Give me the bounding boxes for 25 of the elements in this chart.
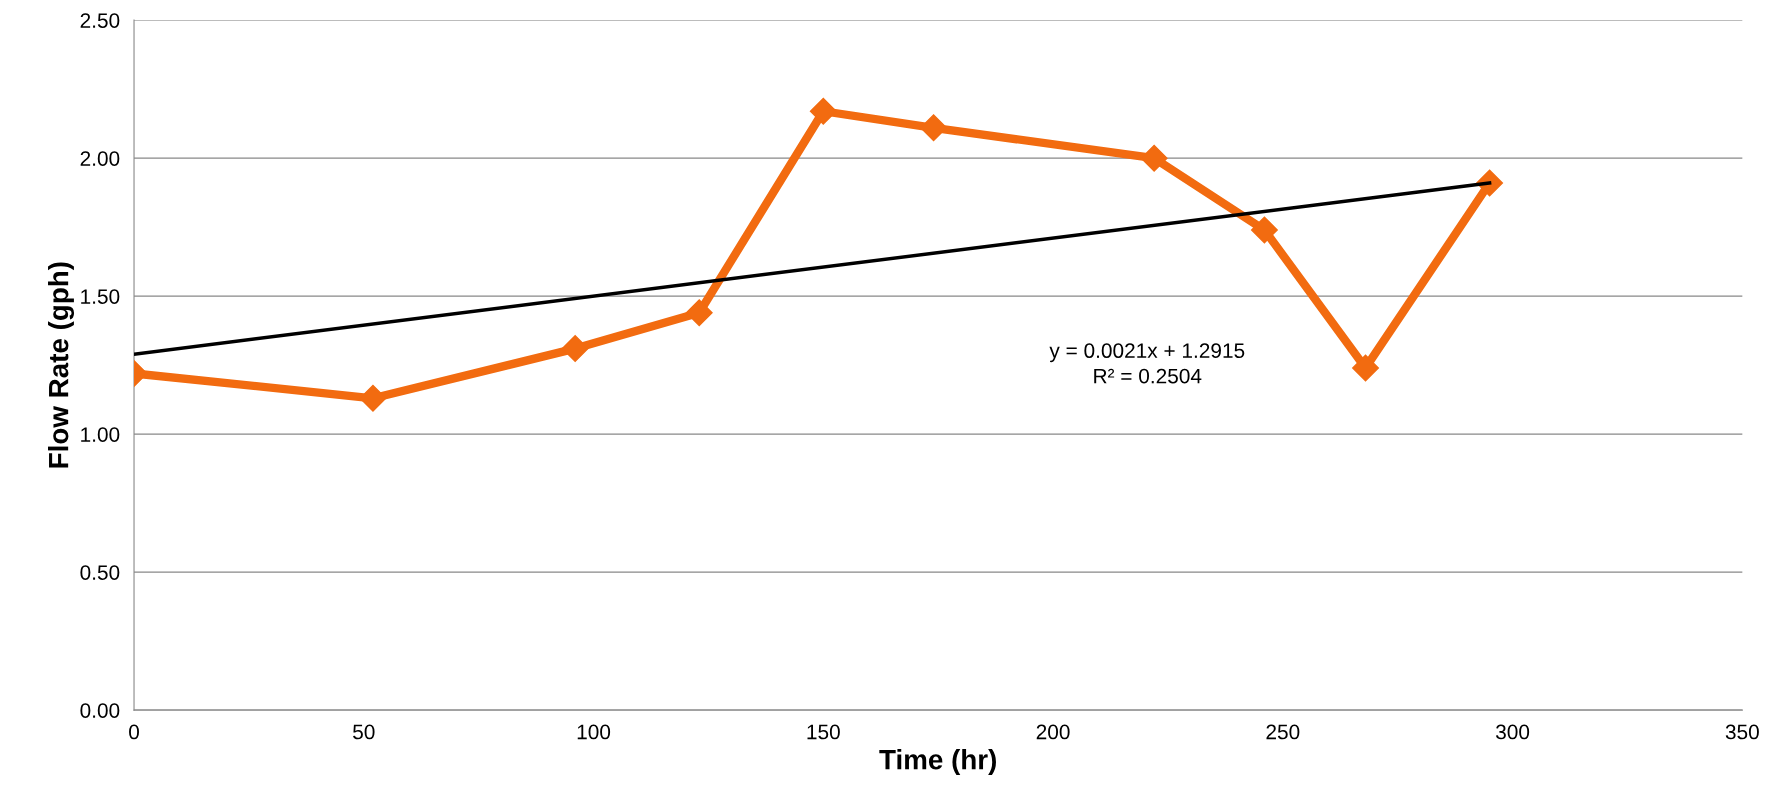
point <box>1140 144 1168 172</box>
y-tick-label: 0.00 <box>80 703 120 718</box>
x-tick-label: 150 <box>807 724 840 740</box>
y-tick-label: 1.00 <box>81 427 120 442</box>
x-tick-label: 250 <box>1266 724 1300 740</box>
point <box>809 97 837 125</box>
x-tick-label: 50 <box>353 724 375 740</box>
y-tick-label: 2.50 <box>80 13 120 28</box>
x-axis-title: Time (hr) <box>879 749 996 775</box>
x-tick-label: 300 <box>1495 724 1530 740</box>
point <box>359 384 387 412</box>
y-tick-label: 2.00 <box>80 151 120 166</box>
y-axis-title: Flow Rate (gph) <box>48 262 75 468</box>
x-tick-label: 200 <box>1036 724 1070 740</box>
point <box>561 335 589 363</box>
annotation: y = 0.0021x + 1.2915 R² = 0.2504 <box>1049 343 1245 384</box>
x-tick-label: 100 <box>577 724 611 740</box>
y-tick-label: 0.50 <box>80 565 120 580</box>
point <box>920 114 948 142</box>
point <box>685 299 713 327</box>
y-tick-label: 1.50 <box>81 289 120 304</box>
point <box>1352 354 1379 382</box>
x-tick-label: 350 <box>1725 724 1759 740</box>
x-tick-label: 0 <box>129 724 139 740</box>
point <box>1250 216 1278 244</box>
